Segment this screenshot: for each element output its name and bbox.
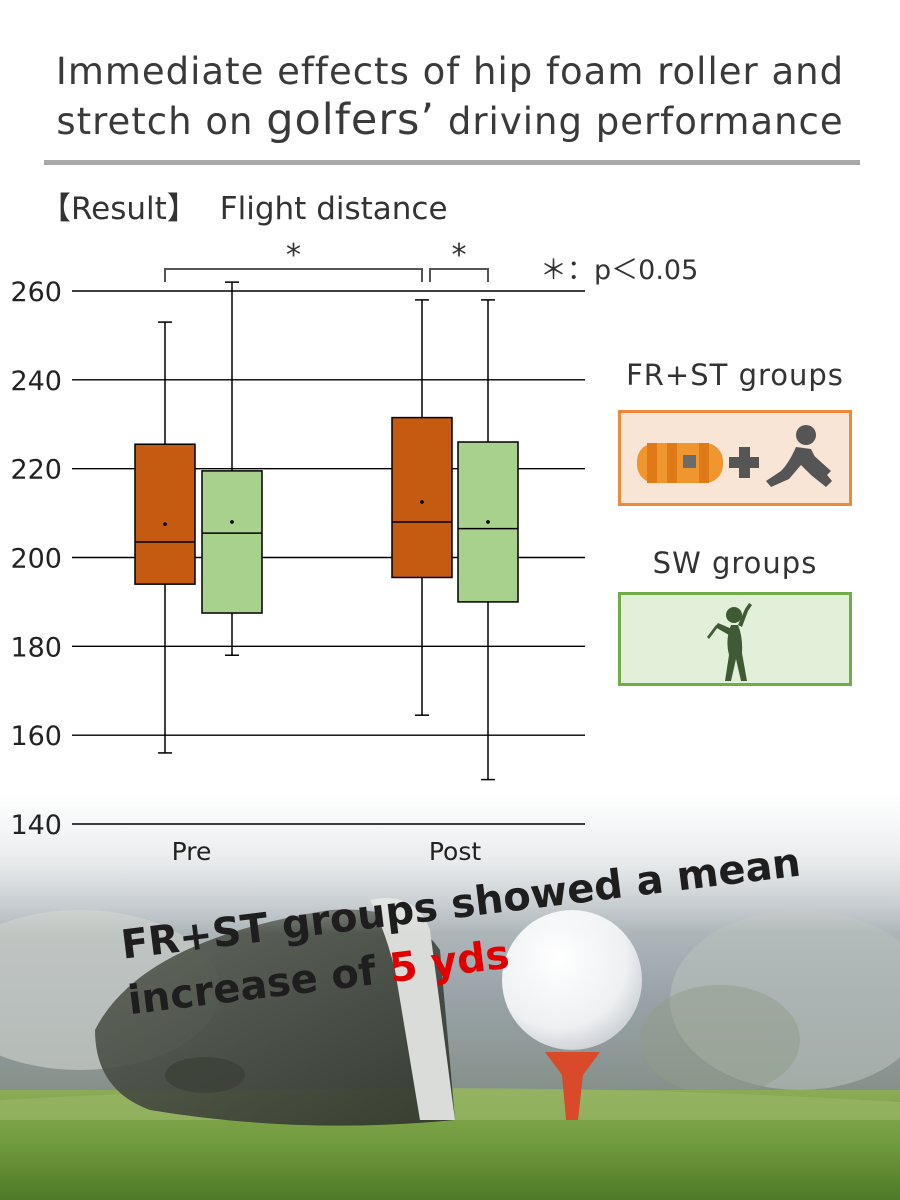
significance-brackets: * * [164, 238, 489, 282]
section-heading-text: Flight distance [219, 191, 448, 227]
y-tick-labels: 140 160 180 200 220 240 260 [10, 277, 62, 841]
significance-mark-2: * [452, 238, 467, 273]
x-tick-label-post: Post [429, 837, 482, 866]
iqr-box-fr-st-pre [134, 443, 196, 585]
title-line-2-start: stretch on [56, 100, 267, 143]
y-tick-label-200: 200 [10, 544, 62, 575]
title-divider [44, 160, 860, 165]
x-tick-labels: Pre Post [172, 837, 482, 866]
section-heading: 【Result】 Flight distance [40, 183, 448, 228]
title-line-2-end: driving performance [435, 100, 844, 143]
box-sw-pre [201, 281, 263, 656]
boxes [134, 281, 519, 781]
y-tick-label-260: 260 [10, 277, 62, 308]
mean-fr-st-pre [163, 522, 167, 526]
page-title: Immediate effects of hip foam roller and… [0, 48, 900, 146]
y-tick-label-240: 240 [10, 366, 62, 397]
significance-mark-1: * [286, 238, 301, 273]
iqr-box-fr-st-post [391, 416, 453, 579]
mean-fr-st-post [420, 500, 424, 504]
significance-note: ＊：p＜0.05 [540, 255, 698, 286]
title-line-1: Immediate effects of hip foam roller and [55, 50, 845, 93]
box-fr-st-post [391, 299, 453, 716]
title-line-2: stretch on golfers’ driving performance [0, 96, 900, 146]
y-tick-label-220: 220 [10, 455, 62, 486]
section-bracket-label: 【Result】 [40, 191, 198, 227]
foam-roller-plus-stretch-icon [637, 425, 832, 487]
legend-box-fr-st [618, 410, 852, 506]
y-tick-label-160: 160 [10, 721, 62, 752]
golf-background-photo [0, 790, 900, 1200]
box-fr-st-pre [134, 321, 196, 754]
title-emphasis: golfers’ [266, 95, 436, 145]
y-tick-label-140: 140 [10, 810, 62, 841]
mean-sw-pre [230, 520, 234, 524]
legend-box-sw [618, 592, 852, 686]
box-sw-post [457, 299, 519, 781]
legend-label-fr-st: FR+ST groups [626, 358, 844, 392]
significance-bracket-1 [164, 268, 423, 282]
caption-highlight: 5 yds [386, 931, 512, 993]
legend-label-sw: SW groups [652, 546, 818, 580]
golf-swing-icon [707, 603, 752, 681]
significance-bracket-2 [429, 268, 489, 282]
mean-sw-post [486, 520, 490, 524]
x-tick-label-pre: Pre [172, 837, 212, 866]
y-tick-label-180: 180 [10, 632, 62, 663]
iqr-box-sw-pre [201, 470, 263, 614]
